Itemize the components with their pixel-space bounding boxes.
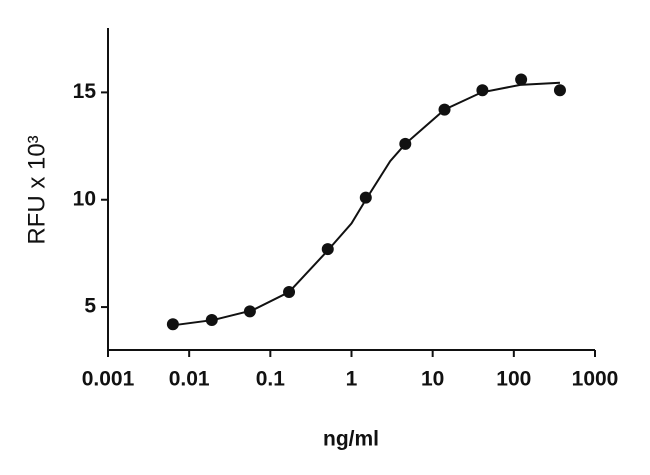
x-tick-label: 0.001 (82, 368, 135, 391)
x-axis-label: ng/ml (323, 428, 379, 451)
data-point (321, 243, 334, 256)
data-point (359, 191, 372, 204)
data-point (243, 305, 256, 318)
data-point (205, 313, 218, 326)
data-point (283, 286, 296, 299)
y-tick-label: 5 (84, 295, 96, 318)
x-tick-label: 1 (346, 368, 358, 391)
fit-curve (172, 81, 561, 327)
data-point (438, 103, 451, 116)
data-point (476, 84, 489, 97)
data-point (399, 137, 412, 150)
data-point (166, 318, 179, 331)
y-tick-label: 15 (73, 80, 97, 103)
x-tick-label: 1000 (572, 368, 619, 391)
x-tick-label: 0.01 (169, 368, 210, 391)
x-tick-label: 10 (421, 368, 444, 391)
y-tick-label: 10 (73, 187, 96, 210)
x-tick-label: 0.1 (256, 368, 286, 391)
x-tick-label: 100 (496, 368, 531, 391)
data-point (553, 84, 566, 97)
y-axis-label: RFU x 10³ (23, 135, 50, 244)
data-point (515, 73, 528, 86)
